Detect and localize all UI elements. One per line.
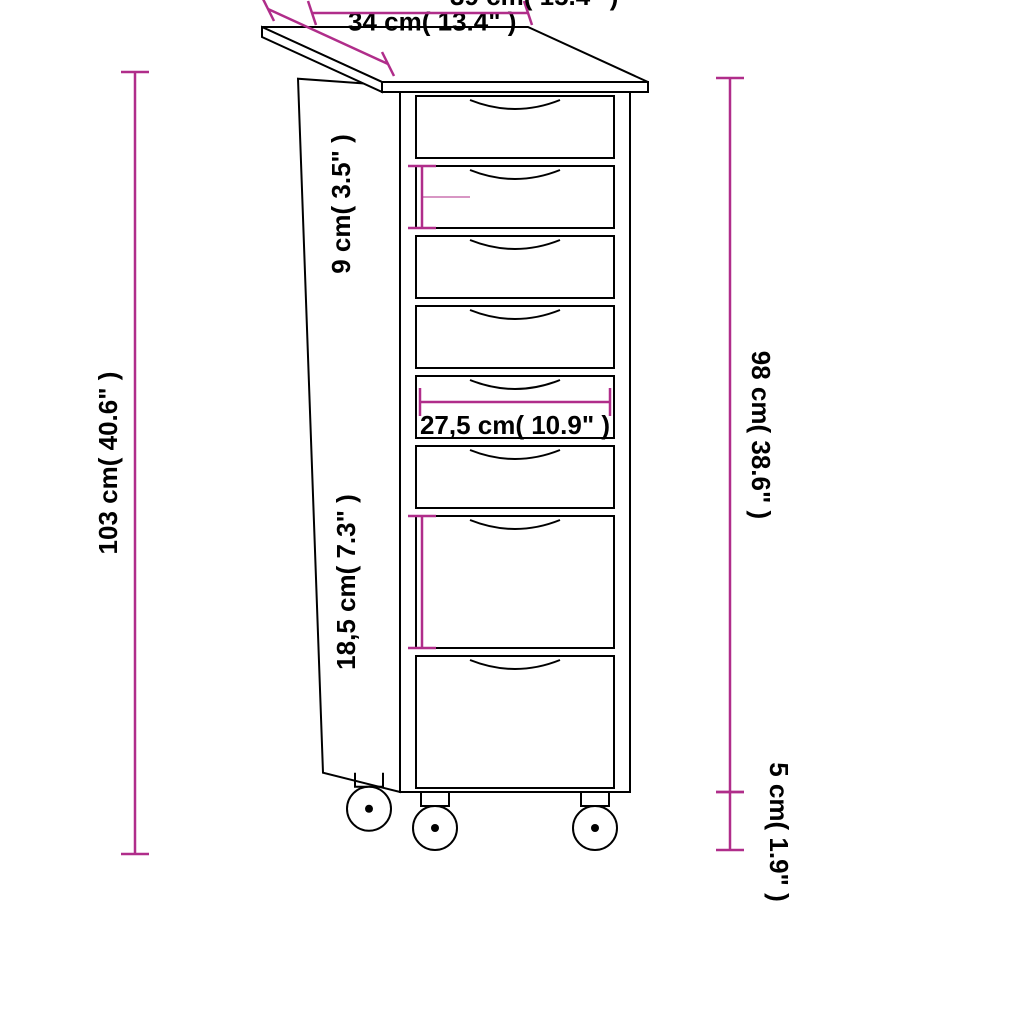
dim-small-drawer-label: 9 cm( 3.5" )	[326, 134, 356, 274]
small-drawer	[416, 96, 614, 158]
small-drawer	[416, 446, 614, 508]
dim-drawer-width-label: 27,5 cm( 10.9" )	[420, 410, 610, 440]
dim-total-height-label: 103 cm( 40.6" )	[93, 372, 123, 555]
small-drawer	[416, 306, 614, 368]
dim-caster-height-label: 5 cm( 1.9" )	[764, 762, 794, 902]
large-drawer	[416, 656, 614, 788]
large-drawer	[416, 516, 614, 648]
small-drawer	[416, 236, 614, 298]
dim-large-drawer-label: 18,5 cm( 7.3" )	[331, 494, 361, 670]
dim-body-height-label: 98 cm( 38.6" )	[746, 351, 776, 519]
dim-width-label: 39 cm( 15.4" )	[450, 0, 618, 11]
dim-depth-label: 34 cm( 13.4" )	[348, 7, 516, 37]
